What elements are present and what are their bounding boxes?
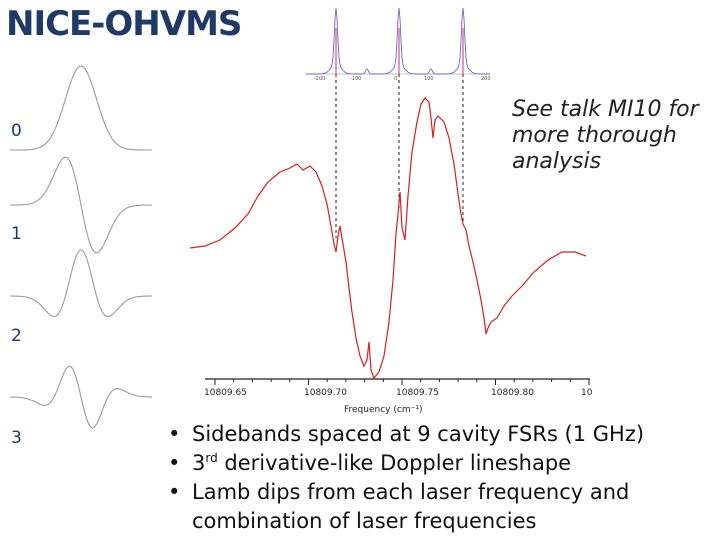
laser-peak-lines (335, 28, 464, 74)
x-tick-label: 10809.65 (204, 388, 247, 398)
inset-tick-label: 100 (424, 76, 434, 82)
inset-tick-label: -100 (350, 76, 361, 82)
x-tick-label: 10809.70 (304, 388, 347, 398)
bullet-item: Sidebands spaced at 9 cavity FSRs (1 GHz… (168, 420, 716, 449)
gaussian-curve (10, 65, 152, 151)
derivative-label-3: 3 (11, 428, 22, 448)
laser-spectrum-curve (306, 7, 490, 75)
derivative-label-0: 0 (11, 121, 22, 141)
derivative-label-1: 1 (11, 224, 22, 244)
inset-tick-label: 0 (394, 76, 397, 82)
derivative-label-2: 2 (11, 326, 22, 346)
noise-immune-spectrum-curve (189, 97, 587, 380)
inset-tick-label: 200 (481, 76, 491, 82)
x-tick-label: 10809.80 (491, 388, 534, 398)
inset-tick-label: -200 (314, 76, 325, 82)
first-derivative-curve (10, 156, 152, 254)
bullet-item: 3rd derivative-like Doppler lineshape (168, 449, 716, 478)
note-text: See talk MI10 for more thorough analysis (512, 97, 699, 174)
x-axis-ticks (214, 379, 590, 385)
second-derivative-curve (10, 249, 152, 318)
x-axis-label: Frequency (cm⁻¹) (344, 405, 422, 415)
slide-title: NICE-OHVMS (6, 4, 242, 44)
bullet-item: Lamb dips from each laser frequency and … (168, 478, 716, 536)
bullet-list: Sidebands spaced at 9 cavity FSRs (1 GHz… (168, 420, 716, 536)
x-tick-label: 10809.75 (396, 388, 439, 398)
third-derivative-curve (10, 365, 152, 429)
x-tick-label: 10 (581, 388, 593, 398)
